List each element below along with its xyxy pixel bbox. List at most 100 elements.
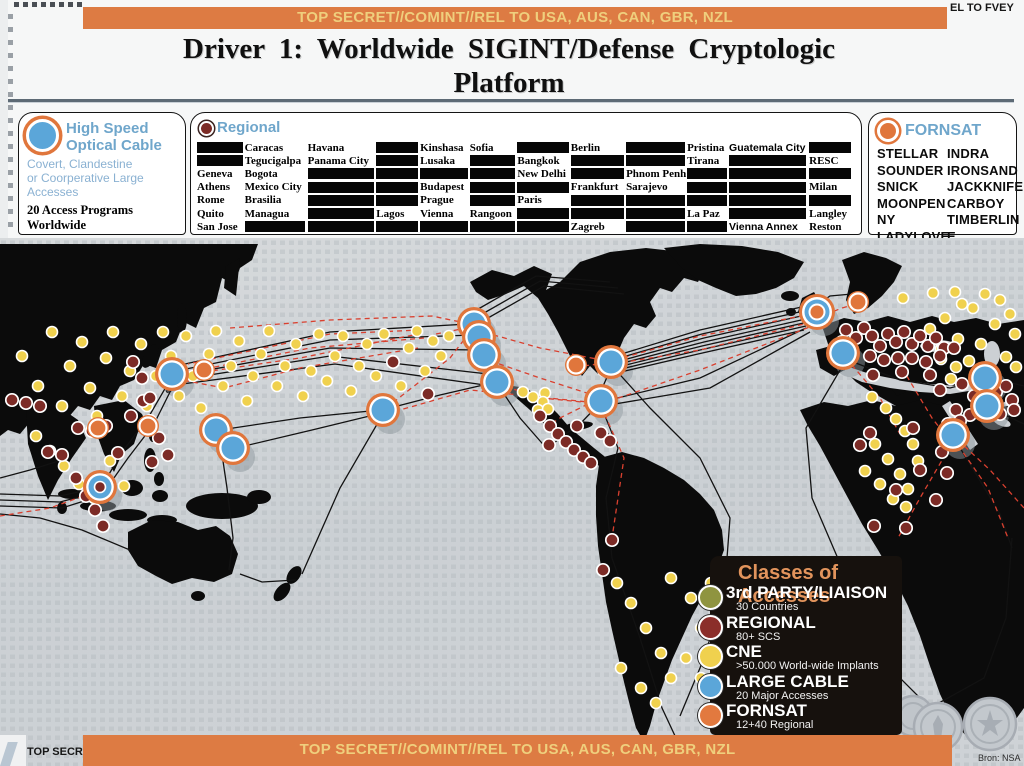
- fornsat-program-label: CARBOY: [947, 195, 1005, 211]
- city-label: La Paz: [687, 207, 720, 220]
- legend-dot-icon: [698, 644, 723, 669]
- regional-access-dot: [928, 330, 944, 346]
- redacted-city: [469, 194, 518, 206]
- fornsat-box: FORNSAT STELLAR SOUNDER SNICK MOONPEN NY LADY…: [868, 112, 1023, 244]
- redacted-city: [626, 221, 687, 233]
- fornsat-access-dot: [138, 416, 158, 436]
- cne-access-dot: [410, 324, 424, 338]
- city-label: Lusaka: [420, 154, 455, 167]
- redaction-bar: [420, 168, 468, 180]
- cne-access-dot: [881, 452, 895, 466]
- film-square-icon: [32, 2, 37, 7]
- redaction-bar: [687, 221, 728, 233]
- dashed-link-line: [189, 337, 425, 373]
- cne-access-dot: [394, 379, 408, 393]
- large-cable-node: [371, 398, 395, 422]
- redacted-city: [517, 142, 570, 154]
- regional-access-dot: [110, 445, 126, 461]
- cne-access-dot: [117, 479, 131, 493]
- redaction-bar: [809, 142, 852, 154]
- regional-access-dot: [54, 447, 70, 463]
- regional-row: Rome Brasilia Prague Paris: [197, 194, 853, 207]
- film-square-icon: [41, 2, 46, 7]
- large-cable-node: [160, 362, 184, 386]
- redaction-bar: [307, 221, 374, 233]
- top-classification-banner: TOP SECRET//COMINT//REL TO USA, AUS, CAN…: [83, 7, 947, 29]
- film-square-icon: [8, 144, 13, 149]
- dashed-link-line: [187, 329, 421, 365]
- cne-access-dot: [63, 359, 77, 373]
- regional-access-dot: [151, 430, 167, 446]
- high-speed-desc-line3: Accesses: [27, 185, 79, 199]
- regional-access-dot: [912, 462, 928, 478]
- high-speed-note-line2: Worldwide: [27, 218, 87, 232]
- cable-line: [614, 317, 811, 366]
- film-square-icon: [8, 157, 13, 162]
- redaction-bar: [469, 181, 516, 193]
- landmass-africa-arabia: [800, 400, 1024, 742]
- regional-access-dot: [866, 518, 882, 534]
- landmass-nz-north: [286, 566, 302, 584]
- cne-access-dot: [889, 412, 903, 426]
- redacted-city: [307, 221, 377, 233]
- cne-access-dot: [57, 459, 71, 473]
- redacted-city: [469, 221, 518, 233]
- fornsat-program-label: E: [947, 228, 956, 244]
- cne-access-dot: [516, 385, 530, 399]
- legend-item-sublabel: 20 Major Accesses: [736, 689, 829, 702]
- redaction-bar: [197, 142, 243, 154]
- cne-access-dot: [654, 646, 668, 660]
- redacted-city: [517, 208, 570, 220]
- cne-access-dot: [344, 384, 358, 398]
- redaction-bar: [517, 142, 569, 154]
- regional-access-dot: [864, 328, 880, 344]
- cne-access-dot: [442, 329, 456, 343]
- cne-access-dot: [893, 467, 907, 481]
- cne-access-dot: [377, 327, 391, 341]
- regional-access-dot: [852, 437, 868, 453]
- cable-line: [602, 331, 811, 407]
- redaction-bar: [570, 194, 624, 206]
- city-label: Sofia: [469, 141, 494, 154]
- regional-icon: [199, 121, 214, 136]
- cable-line: [613, 321, 809, 369]
- cne-access-dot: [29, 429, 43, 443]
- regional-access-dot: [888, 482, 904, 498]
- film-square-icon: [8, 66, 13, 71]
- star-emblem-icon: [977, 710, 1003, 736]
- cne-access-dot: [240, 394, 254, 408]
- city-label: Phnom Penh: [626, 167, 687, 180]
- cne-access-dot: [232, 334, 246, 348]
- film-square-icon: [8, 53, 13, 58]
- cne-access-dot: [134, 337, 148, 351]
- fornsat-access-dot: [88, 418, 108, 438]
- landmass-mindanao: [154, 472, 164, 486]
- legend-item-sublabel: 12+40 Regional: [736, 719, 814, 731]
- redacted-city: [197, 142, 245, 154]
- redacted-city: [517, 221, 570, 233]
- fornsat-access-dot: [848, 292, 868, 312]
- regional-access-dot: [532, 408, 548, 424]
- redaction-bar: [626, 194, 685, 206]
- city-label: RESC: [809, 154, 839, 167]
- cne-access-dot: [649, 696, 663, 710]
- redacted-city: [517, 181, 570, 193]
- film-square-icon: [8, 27, 13, 32]
- large-cable-node: [472, 343, 496, 367]
- regional-access-dot: [602, 433, 618, 449]
- cne-access-dot: [99, 351, 113, 365]
- redacted-city: [729, 208, 809, 220]
- cne-access-dot: [944, 372, 958, 386]
- redacted-city: [626, 155, 687, 167]
- cable-line: [184, 323, 469, 365]
- city-label: Lagos: [376, 207, 405, 220]
- redacted-city: [307, 181, 377, 193]
- dashed-link-line: [600, 405, 625, 539]
- redacted-city: [626, 142, 687, 154]
- film-square-icon: [8, 79, 13, 84]
- redacted-city: [307, 194, 377, 206]
- cne-access-dot: [179, 329, 193, 343]
- film-square-icon: [8, 183, 13, 188]
- landmass-nz-south: [273, 582, 291, 602]
- redaction-bar: [307, 168, 374, 180]
